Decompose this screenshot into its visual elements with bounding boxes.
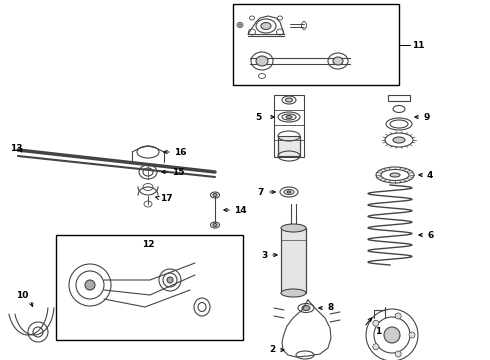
Ellipse shape [393,137,405,143]
Ellipse shape [395,351,401,357]
Text: 1: 1 [375,328,381,337]
Text: 10: 10 [16,292,28,301]
Ellipse shape [390,173,400,177]
Ellipse shape [281,224,306,232]
Text: 2: 2 [270,346,276,355]
Text: 7: 7 [258,188,264,197]
Text: 6: 6 [427,230,433,239]
Bar [281,228,306,293]
Ellipse shape [167,277,173,283]
Text: 11: 11 [412,41,424,50]
Text: 15: 15 [172,167,185,176]
Ellipse shape [333,57,343,65]
Bar [233,4,399,85]
Text: 8: 8 [327,303,333,312]
Ellipse shape [85,280,95,290]
Text: 5: 5 [256,113,262,122]
Ellipse shape [384,327,400,343]
Ellipse shape [281,289,306,297]
Ellipse shape [287,191,291,193]
Text: 4: 4 [427,171,433,180]
Ellipse shape [286,98,293,102]
Text: 3: 3 [262,251,268,260]
Ellipse shape [261,22,271,30]
Ellipse shape [213,224,217,226]
Text: 9: 9 [423,113,429,122]
Ellipse shape [286,116,292,118]
Bar [278,136,300,156]
Ellipse shape [256,56,268,66]
Text: 12: 12 [142,240,154,249]
Ellipse shape [395,313,401,319]
Ellipse shape [409,332,415,338]
Ellipse shape [373,320,379,326]
Bar [388,95,410,101]
Text: 17: 17 [160,194,172,202]
Ellipse shape [302,306,310,310]
Text: 14: 14 [234,206,246,215]
Ellipse shape [239,24,242,26]
Ellipse shape [213,194,217,197]
Bar [56,235,243,340]
Ellipse shape [373,344,379,350]
Text: 13: 13 [10,144,23,153]
Bar [274,95,304,157]
Text: 16: 16 [174,148,187,157]
